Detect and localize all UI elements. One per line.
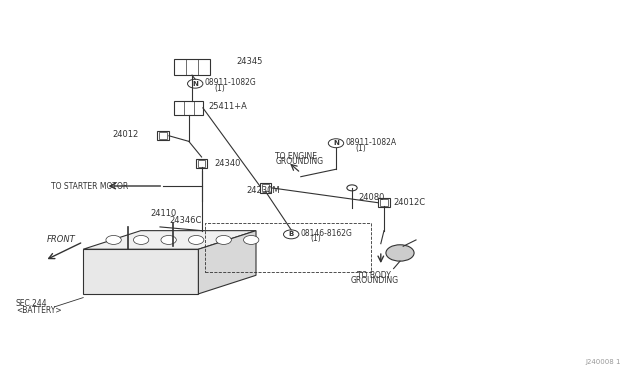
Circle shape — [386, 245, 414, 261]
Text: 25411+A: 25411+A — [208, 102, 247, 111]
Circle shape — [188, 235, 204, 244]
Circle shape — [328, 139, 344, 148]
Polygon shape — [198, 231, 256, 294]
Text: J240008 1: J240008 1 — [586, 359, 621, 365]
Text: 24345: 24345 — [237, 57, 263, 66]
Circle shape — [284, 230, 299, 239]
Bar — [174, 101, 203, 115]
Text: TO BODY: TO BODY — [358, 271, 391, 280]
Polygon shape — [83, 231, 256, 249]
Text: 24012C: 24012C — [394, 198, 426, 207]
Text: (1): (1) — [355, 144, 366, 153]
Text: <BATTERY>: <BATTERY> — [16, 306, 61, 315]
Bar — [196, 159, 207, 169]
Text: 08146-8162G: 08146-8162G — [301, 229, 353, 238]
Text: FRONT: FRONT — [47, 235, 75, 244]
Circle shape — [347, 185, 357, 191]
Circle shape — [106, 235, 122, 244]
Bar — [378, 198, 390, 208]
Bar — [262, 184, 269, 192]
Circle shape — [216, 235, 232, 244]
Text: B: B — [289, 231, 294, 237]
Text: 24110: 24110 — [150, 209, 177, 218]
Bar — [159, 132, 167, 140]
Text: N: N — [333, 140, 339, 146]
Circle shape — [134, 235, 149, 244]
Bar — [380, 199, 388, 206]
Circle shape — [161, 235, 177, 244]
Circle shape — [243, 235, 259, 244]
Text: GROUNDING: GROUNDING — [350, 276, 399, 285]
Polygon shape — [83, 249, 198, 294]
Text: TO STARTER MOTOR: TO STARTER MOTOR — [51, 182, 129, 190]
Text: (1): (1) — [214, 84, 225, 93]
Text: 24080: 24080 — [358, 193, 385, 202]
Bar — [157, 131, 169, 141]
Bar — [198, 160, 205, 167]
Text: 24340: 24340 — [214, 159, 241, 168]
Text: (1): (1) — [310, 234, 321, 243]
Text: TO ENGINE: TO ENGINE — [275, 153, 317, 161]
Text: 08911-1082G: 08911-1082G — [205, 78, 257, 87]
Text: 08911-1082A: 08911-1082A — [346, 138, 397, 147]
Text: SEC.244: SEC.244 — [16, 299, 47, 308]
Bar — [260, 183, 271, 193]
Text: 24012: 24012 — [112, 130, 138, 139]
Text: 24230M: 24230M — [246, 186, 280, 195]
Text: GROUNDING: GROUNDING — [275, 157, 323, 166]
Text: 24346C: 24346C — [170, 216, 202, 225]
Bar — [174, 58, 209, 75]
Text: N: N — [192, 81, 198, 87]
Circle shape — [188, 79, 203, 88]
